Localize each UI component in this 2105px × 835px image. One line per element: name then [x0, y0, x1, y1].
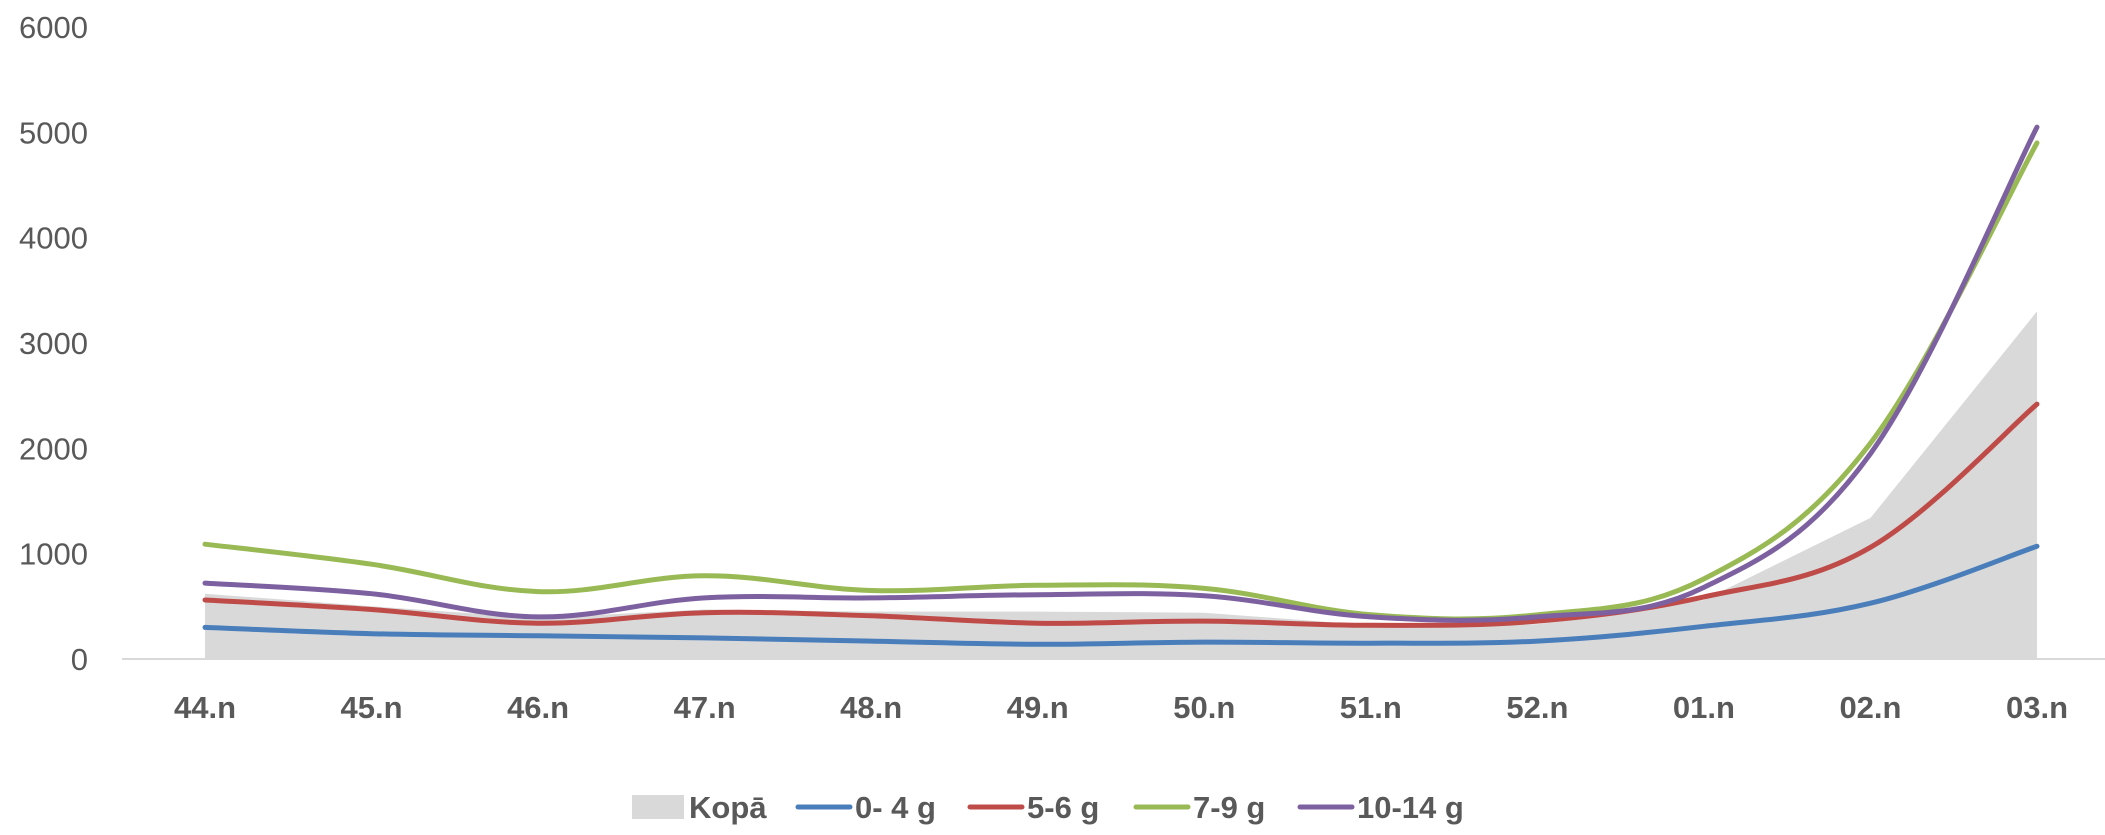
y-tick-label: 2000 [19, 431, 88, 466]
y-tick-label: 3000 [19, 326, 88, 361]
x-axis-ticks: 44.n 45.n 46.n 47.n 48.n 49.n 50.n 51.n 52.n 01.n… [174, 690, 2068, 725]
series-area-kop [205, 311, 2037, 659]
area-layer [205, 311, 2037, 659]
x-tick-label: 03.n [2006, 690, 2068, 725]
y-tick-label: 5000 [19, 115, 88, 150]
y-tick-label: 4000 [19, 221, 88, 256]
x-tick-label: 51.n [1340, 690, 1402, 725]
legend-label: 7-9 g [1193, 790, 1265, 825]
x-tick-label: 01.n [1673, 690, 1735, 725]
x-tick-label: 46.n [507, 690, 569, 725]
legend-label: Kopā [689, 790, 767, 825]
legend-swatch [632, 795, 684, 819]
y-tick-label: 1000 [19, 537, 88, 572]
legend: Kopā 0- 4 g 5-6 g 7-9 g 10-14 g [632, 790, 1464, 825]
x-tick-label: 47.n [674, 690, 736, 725]
x-tick-label: 50.n [1173, 690, 1235, 725]
series-line-5-6-g [202, 401, 2040, 628]
series-line-0-4-g [202, 543, 2040, 647]
x-tick-label: 48.n [840, 690, 902, 725]
x-tick-label: 52.n [1506, 690, 1568, 725]
series-line-7-9-g [202, 140, 2040, 622]
x-tick-label: 44.n [174, 690, 236, 725]
y-axis-ticks: 0 1000 2000 3000 4000 5000 6000 [19, 10, 88, 677]
y-tick-label: 6000 [19, 10, 88, 45]
legend-label: 0- 4 g [855, 790, 936, 825]
legend-label: 10-14 g [1357, 790, 1464, 825]
y-tick-label: 0 [71, 642, 88, 677]
lines-layer [202, 124, 2040, 647]
x-tick-label: 02.n [1839, 690, 1901, 725]
x-tick-label: 49.n [1007, 690, 1069, 725]
x-tick-label: 45.n [341, 690, 403, 725]
series-line-10-14-g [202, 124, 2040, 623]
legend-label: 5-6 g [1027, 790, 1099, 825]
